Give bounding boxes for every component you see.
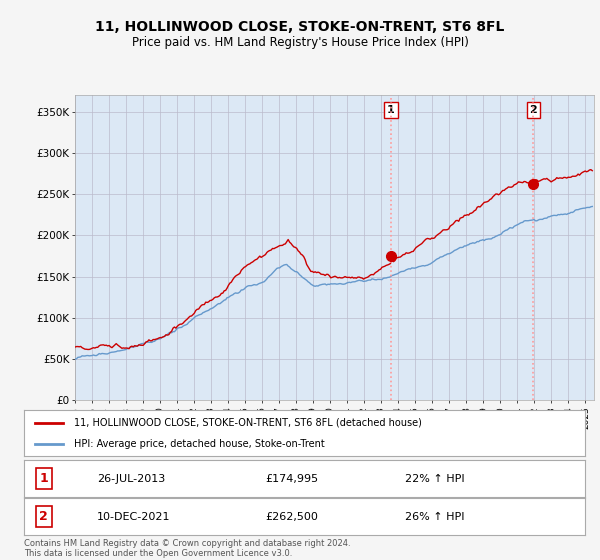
Text: Price paid vs. HM Land Registry's House Price Index (HPI): Price paid vs. HM Land Registry's House … — [131, 36, 469, 49]
Text: HPI: Average price, detached house, Stoke-on-Trent: HPI: Average price, detached house, Stok… — [74, 439, 325, 449]
Text: 2: 2 — [39, 510, 48, 523]
Text: 2: 2 — [530, 105, 537, 115]
Text: £174,995: £174,995 — [265, 474, 319, 483]
Text: 1: 1 — [387, 105, 395, 115]
Text: 22% ↑ HPI: 22% ↑ HPI — [406, 474, 465, 483]
Text: 11, HOLLINWOOD CLOSE, STOKE-ON-TRENT, ST6 8FL (detached house): 11, HOLLINWOOD CLOSE, STOKE-ON-TRENT, ST… — [74, 418, 422, 428]
Text: £262,500: £262,500 — [265, 512, 318, 521]
Text: Contains HM Land Registry data © Crown copyright and database right 2024.
This d: Contains HM Land Registry data © Crown c… — [24, 539, 350, 558]
Text: 26% ↑ HPI: 26% ↑ HPI — [406, 512, 465, 521]
Text: 10-DEC-2021: 10-DEC-2021 — [97, 512, 170, 521]
Text: 1: 1 — [39, 472, 48, 485]
Text: 11, HOLLINWOOD CLOSE, STOKE-ON-TRENT, ST6 8FL: 11, HOLLINWOOD CLOSE, STOKE-ON-TRENT, ST… — [95, 20, 505, 34]
Text: 26-JUL-2013: 26-JUL-2013 — [97, 474, 165, 483]
